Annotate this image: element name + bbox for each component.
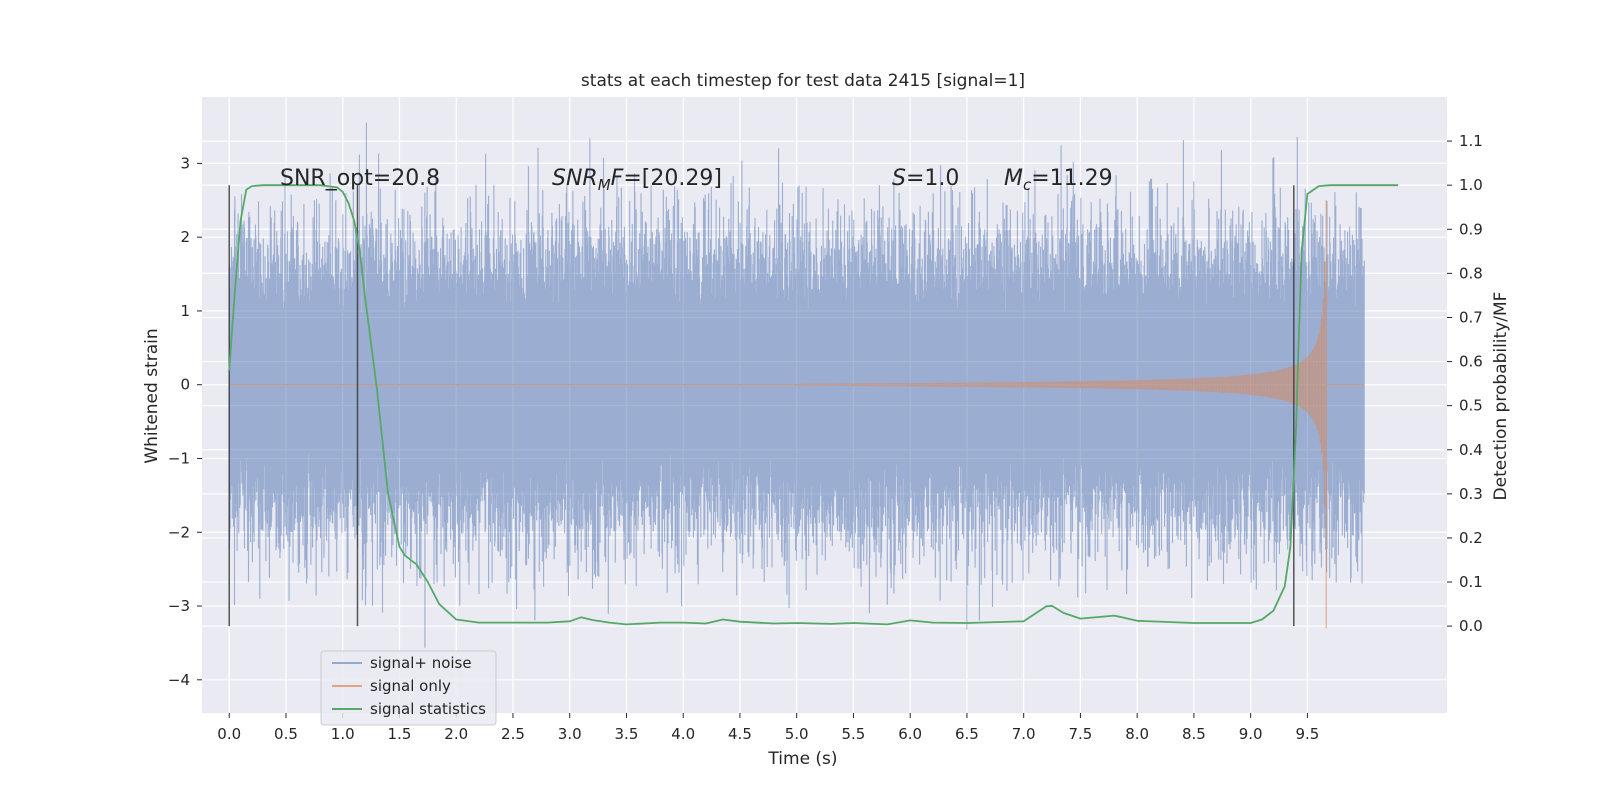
- series-signal-only: [229, 200, 1365, 629]
- y2-axis-label: Detection probability/MF: [1491, 292, 1511, 501]
- y2-tick-label-1: 1.0: [1459, 176, 1483, 194]
- annotation-snr-mf-rest: F=[20.29]: [611, 166, 722, 191]
- legend: signal+ noise signal only signal statist…: [320, 650, 497, 726]
- annotation-snr-mf-name: SNR: [552, 166, 598, 191]
- x-tick-label-6: 3.0: [558, 725, 582, 743]
- x-tick-label-13: 6.5: [955, 725, 979, 743]
- annotation-s: S=1.0: [892, 166, 959, 191]
- y-tick-label-1: 2: [180, 228, 190, 246]
- annotation-s-rest: =1.0: [906, 166, 959, 191]
- x-tick-label-11: 5.5: [842, 725, 866, 743]
- annotation-snr-mf: SNRMF=[20.29]: [552, 166, 722, 194]
- x-tick-label-12: 6.0: [898, 725, 922, 743]
- x-tick-label-16: 8.0: [1125, 725, 1149, 743]
- y2-tick-label-5: 0.6: [1459, 353, 1483, 371]
- x-axis-ticks: 0.0 0.5 1.0 1.5 2.0 2.5 3.0 3.5 4.0 4.5 5.0 5.5 6.0 6…: [217, 713, 1319, 743]
- x-tick-label-19: 9.5: [1295, 725, 1319, 743]
- x-tick-label-5: 2.5: [501, 725, 525, 743]
- x-tick-label-7: 3.5: [615, 725, 639, 743]
- y2-tick-label-6: 0.5: [1459, 397, 1483, 415]
- x-tick-label-10: 5.0: [785, 725, 809, 743]
- y2-tick-label-11: 0.0: [1459, 617, 1483, 635]
- x-tick-label-2: 1.0: [331, 725, 355, 743]
- annotation-mc: Mc=11.29: [1004, 166, 1113, 194]
- legend-label-signal-statistics: signal statistics: [370, 700, 486, 718]
- chart-title: stats at each timestep for test data 241…: [581, 71, 1025, 91]
- annotation-snr-mf-f: F: [611, 166, 624, 191]
- y-axis-ticks: 3 2 1 0 −1 −2 −3 −4: [168, 154, 202, 689]
- y-tick-label-5: −2: [168, 523, 190, 541]
- y2-tick-label-9: 0.2: [1459, 529, 1483, 547]
- x-tick-label-3: 1.5: [388, 725, 412, 743]
- x-tick-label-18: 9.0: [1239, 725, 1263, 743]
- y2-tick-label-7: 0.4: [1459, 441, 1483, 459]
- legend-label-signal-only: signal only: [370, 677, 451, 695]
- y2-tick-label-4: 0.7: [1459, 308, 1483, 326]
- annotation-snr-opt: SNR_opt=20.8: [280, 166, 440, 191]
- y-tick-label-3: 0: [180, 376, 190, 394]
- vertical-markers: [228, 185, 1295, 627]
- x-tick-label-8: 4.0: [671, 725, 695, 743]
- x-tick-label-17: 8.5: [1182, 725, 1206, 743]
- y2-tick-label-3: 0.8: [1459, 264, 1483, 282]
- annotation-s-name: S: [892, 166, 906, 191]
- x-axis-label: Time (s): [767, 749, 837, 769]
- x-tick-label-14: 7.0: [1012, 725, 1036, 743]
- annotation-mc-name: M: [1004, 166, 1023, 191]
- y-tick-label-6: −3: [168, 597, 190, 615]
- y2-tick-label-8: 0.3: [1459, 485, 1483, 503]
- x-tick-label-0: 0.0: [217, 725, 241, 743]
- y-tick-label-7: −4: [168, 671, 190, 689]
- y2-axis-ticks: 1.1 1.0 0.9 0.8 0.7 0.6 0.5 0.4 0.3 0.2 0.1 0.0: [1447, 132, 1483, 635]
- y2-tick-label-10: 0.1: [1459, 573, 1483, 591]
- x-tick-label-15: 7.5: [1068, 725, 1092, 743]
- y2-tick-label-2: 0.9: [1459, 220, 1483, 238]
- series-signal-statistics: [228, 184, 1399, 626]
- annotation-mc-rest: =11.29: [1031, 166, 1112, 191]
- y-axis-label: Whitened strain: [142, 328, 162, 463]
- annotation-mc-sub: c: [1023, 176, 1032, 194]
- y-tick-label-2: 1: [180, 302, 190, 320]
- signal-statistics-line: [228, 184, 1399, 626]
- y2-tick-label-0: 1.1: [1459, 132, 1483, 150]
- y-tick-label-4: −1: [168, 449, 190, 467]
- annotation-snr-mf-sub: M: [598, 176, 611, 194]
- x-tick-label-1: 0.5: [274, 725, 298, 743]
- signal-only-line: [229, 200, 1365, 629]
- x-tick-label-9: 4.5: [728, 725, 752, 743]
- y-tick-label-0: 3: [180, 154, 190, 172]
- legend-box: [320, 650, 497, 726]
- x-tick-label-4: 2.0: [444, 725, 468, 743]
- legend-label-signal-plus-noise: signal+ noise: [370, 654, 472, 672]
